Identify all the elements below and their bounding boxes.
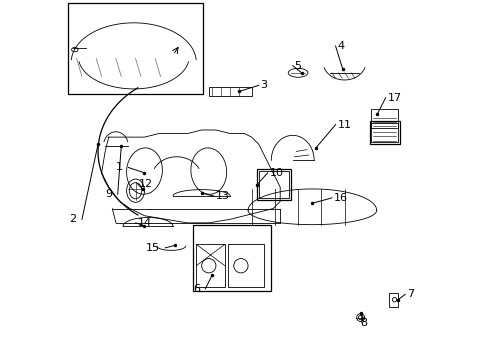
Bar (388, 293, 397, 307)
Text: 7: 7 (406, 289, 413, 299)
Bar (258, 171, 288, 198)
Text: 16: 16 (333, 193, 347, 203)
Text: 1: 1 (116, 162, 123, 172)
Text: 6: 6 (192, 284, 200, 294)
Text: 12: 12 (139, 179, 153, 189)
Text: 11: 11 (337, 120, 351, 130)
Bar (67, 3, 203, 94)
Bar (192, 225, 271, 291)
Bar (196, 244, 224, 287)
Text: 14: 14 (137, 218, 151, 228)
Bar (228, 244, 264, 287)
Bar (208, 87, 251, 96)
Bar (370, 109, 397, 128)
Text: 17: 17 (386, 93, 401, 103)
Text: 4: 4 (337, 41, 344, 51)
Text: 5: 5 (294, 61, 301, 71)
Text: 15: 15 (145, 243, 160, 253)
Text: 13: 13 (216, 191, 229, 201)
Text: 10: 10 (269, 168, 283, 178)
Text: 3: 3 (260, 80, 267, 90)
Text: 2: 2 (69, 214, 77, 224)
Bar (370, 123, 397, 143)
Bar (369, 121, 399, 144)
Text: 9: 9 (105, 189, 112, 199)
Text: 8: 8 (360, 318, 367, 328)
Bar (257, 169, 290, 200)
